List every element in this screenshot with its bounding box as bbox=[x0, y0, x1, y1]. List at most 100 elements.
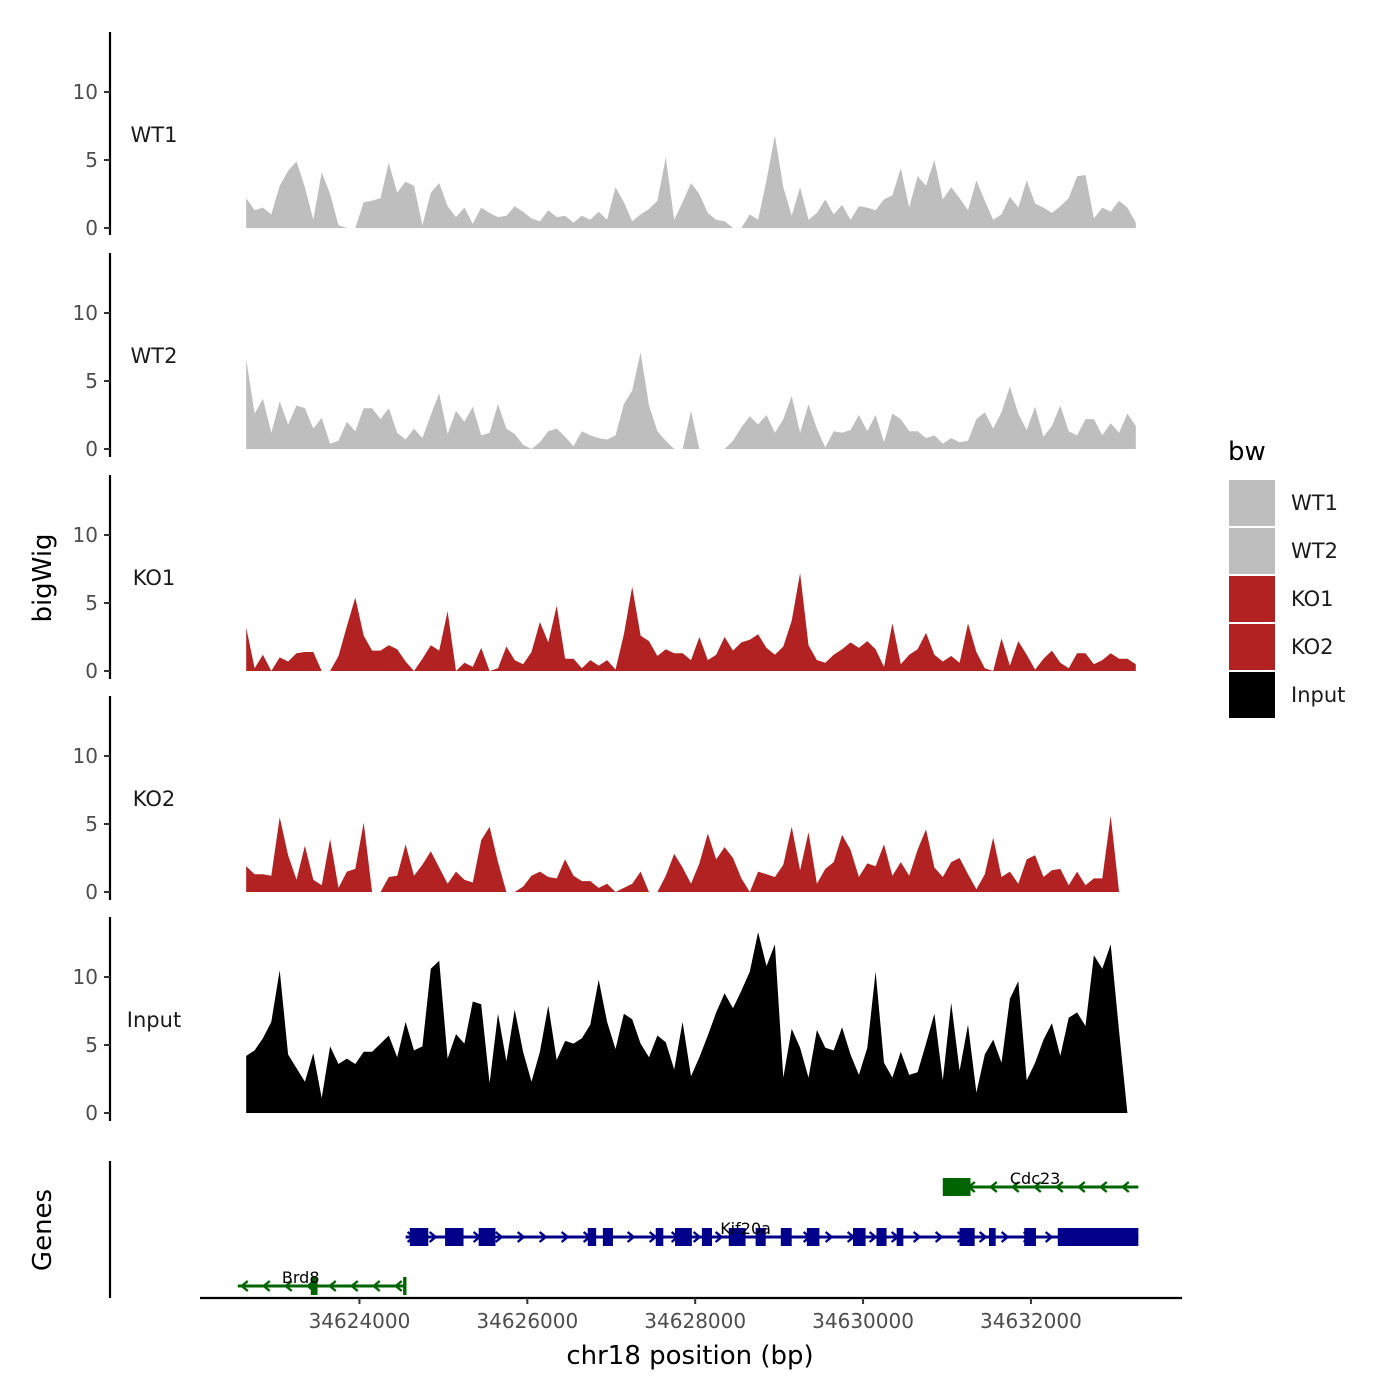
x-tick-label: 34626000 bbox=[476, 1309, 578, 1333]
y-tick-label: 5 bbox=[85, 1033, 98, 1057]
exon bbox=[876, 1228, 887, 1246]
legend-swatch-ko2 bbox=[1229, 624, 1275, 670]
legend-swatch-input bbox=[1229, 672, 1275, 718]
strand-arrow bbox=[648, 1231, 658, 1243]
coverage-area-input bbox=[246, 932, 1136, 1113]
genes-layer: Cdc23 Kif20a Brd8 bbox=[108, 1161, 1139, 1298]
exon bbox=[755, 1228, 766, 1246]
strand-arrow bbox=[714, 1231, 724, 1243]
exon bbox=[675, 1228, 692, 1246]
exon bbox=[403, 1277, 407, 1295]
legend-swatch-wt1 bbox=[1229, 480, 1275, 526]
y-tick-label: 10 bbox=[73, 301, 98, 325]
exon bbox=[478, 1228, 496, 1246]
exon bbox=[587, 1228, 597, 1246]
legend-title: bw bbox=[1228, 437, 1266, 467]
gene-cdc23: Cdc23 bbox=[942, 1169, 1139, 1196]
gene-label: Cdc23 bbox=[1010, 1169, 1060, 1188]
strand-arrow bbox=[239, 1280, 249, 1292]
track-label-wt2: WT2 bbox=[131, 344, 178, 368]
y-tick-label: 10 bbox=[73, 523, 98, 547]
strand-arrow bbox=[494, 1231, 504, 1243]
legend-label-wt2: WT2 bbox=[1291, 539, 1338, 563]
strand-arrow bbox=[1000, 1231, 1010, 1243]
x-tick-label: 34630000 bbox=[812, 1309, 914, 1333]
strand-arrow bbox=[393, 1280, 403, 1292]
strand-arrow bbox=[1076, 1181, 1086, 1193]
strand-arrow bbox=[428, 1231, 438, 1243]
legend-label-ko2: KO2 bbox=[1291, 635, 1334, 659]
strand-arrow bbox=[516, 1231, 526, 1243]
y-tick-label: 5 bbox=[85, 148, 98, 172]
legend-label-ko1: KO1 bbox=[1291, 587, 1334, 611]
x-tick-label: 34628000 bbox=[644, 1309, 746, 1333]
strand-arrow bbox=[1120, 1181, 1130, 1193]
track-label-ko2: KO2 bbox=[133, 787, 176, 811]
track-label-wt1: WT1 bbox=[131, 123, 178, 147]
exon bbox=[602, 1228, 613, 1246]
strand-arrow bbox=[1098, 1181, 1108, 1193]
strand-arrow bbox=[934, 1231, 944, 1243]
y-tick-label: 5 bbox=[85, 369, 98, 393]
track-panel-wt1: 0 5 10 WT1 bbox=[73, 32, 1136, 240]
y-tick-label: 10 bbox=[73, 744, 98, 768]
x-tick-label: 34624000 bbox=[309, 1309, 411, 1333]
tracks-layer: 0 5 10 WT1 0 5 10 WT2 0 5 10 KO1 0 5 10 KO2 0 5 10 Input bbox=[73, 32, 1136, 1125]
y-tick-label: 10 bbox=[73, 80, 98, 104]
coverage-area-ko2 bbox=[246, 815, 1136, 892]
strand-arrow bbox=[560, 1231, 570, 1243]
y-tick-label: 5 bbox=[85, 591, 98, 615]
exon bbox=[1057, 1228, 1139, 1246]
strand-arrow bbox=[349, 1280, 359, 1292]
coverage-area-wt1 bbox=[246, 135, 1136, 228]
strand-arrow bbox=[283, 1280, 293, 1292]
exon bbox=[988, 1228, 996, 1246]
strand-arrow bbox=[371, 1280, 381, 1292]
exon bbox=[780, 1228, 792, 1246]
gene-label: Kif20a bbox=[720, 1219, 771, 1238]
track-panel-ko1: 0 5 10 KO1 bbox=[73, 475, 1136, 683]
strand-arrow bbox=[988, 1181, 998, 1193]
gene-kif20a: Kif20a bbox=[405, 1219, 1139, 1246]
exon bbox=[896, 1228, 904, 1246]
gene-label: Brd8 bbox=[282, 1268, 320, 1287]
strand-arrow bbox=[912, 1231, 922, 1243]
y-tick-label: 0 bbox=[85, 1101, 98, 1125]
exon bbox=[655, 1228, 664, 1246]
strand-arrow bbox=[327, 1280, 337, 1292]
gene-brd8: Brd8 bbox=[237, 1268, 407, 1295]
y-tick-label: 0 bbox=[85, 216, 98, 240]
exon bbox=[959, 1228, 975, 1246]
track-label-ko1: KO1 bbox=[133, 566, 176, 590]
legend: bw WT1 WT2 KO1 KO2 Input bbox=[1228, 437, 1345, 718]
strand-arrow bbox=[1044, 1231, 1054, 1243]
y-tick-label: 10 bbox=[73, 965, 98, 989]
exon bbox=[728, 1228, 746, 1246]
y-axis-title: bigWig bbox=[28, 533, 58, 622]
strand-arrow bbox=[868, 1231, 878, 1243]
track-panel-wt2: 0 5 10 WT2 bbox=[73, 253, 1136, 461]
strand-arrow bbox=[1032, 1181, 1042, 1193]
exon bbox=[409, 1228, 429, 1246]
legend-swatch-ko1 bbox=[1229, 576, 1275, 622]
strand-arrow bbox=[692, 1231, 702, 1243]
exon bbox=[806, 1228, 820, 1246]
exon bbox=[852, 1228, 866, 1246]
x-axis: 34624000 34626000 34628000 34630000 34632000 bbox=[200, 1296, 1182, 1333]
genes-axis-title: Genes bbox=[28, 1189, 58, 1271]
exon bbox=[1024, 1228, 1036, 1246]
track-label-input: Input bbox=[127, 1008, 181, 1032]
x-tick-label: 34632000 bbox=[980, 1309, 1082, 1333]
legend-swatch-wt2 bbox=[1229, 528, 1275, 574]
coverage-area-ko1 bbox=[246, 573, 1136, 671]
exon bbox=[942, 1178, 971, 1196]
legend-label-input: Input bbox=[1291, 683, 1345, 707]
exon bbox=[701, 1228, 712, 1246]
x-axis-title: chr18 position (bp) bbox=[566, 1341, 813, 1371]
y-tick-label: 5 bbox=[85, 812, 98, 836]
strand-arrow bbox=[824, 1231, 834, 1243]
exon bbox=[445, 1228, 464, 1246]
strand-arrow bbox=[626, 1231, 636, 1243]
strand-arrow bbox=[978, 1231, 988, 1243]
